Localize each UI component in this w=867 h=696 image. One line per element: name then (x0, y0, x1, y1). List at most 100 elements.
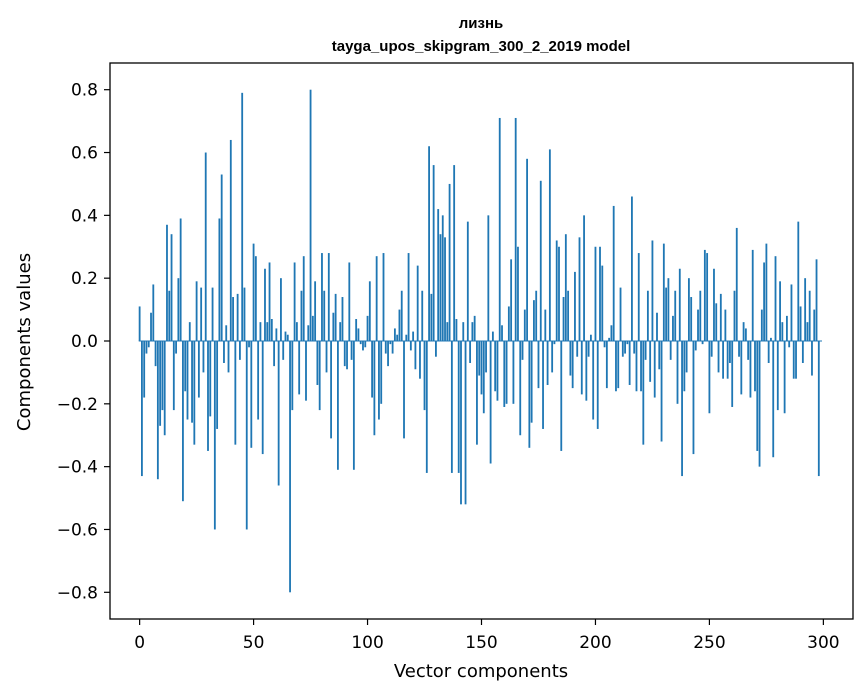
bar-268 (749, 341, 752, 398)
bar-271 (756, 341, 759, 451)
bar-12 (166, 224, 168, 341)
bar-174 (535, 290, 538, 341)
bar-276 (767, 341, 770, 363)
bar-18 (179, 218, 182, 341)
bar-242 (690, 297, 693, 341)
bar-281 (779, 281, 781, 341)
bar-125 (423, 341, 426, 411)
bar-109 (387, 341, 389, 367)
bar-45 (241, 92, 244, 341)
bar-157 (496, 341, 499, 401)
bar-223 (646, 290, 649, 341)
bar-7 (154, 341, 157, 367)
bar-171 (528, 341, 531, 448)
bar-270 (754, 341, 756, 392)
y-tick-label: 0.4 (71, 206, 98, 226)
bar-212 (621, 341, 624, 357)
x-tick-label: 50 (243, 633, 265, 653)
bar-150 (480, 341, 483, 395)
bar-124 (421, 290, 424, 341)
bar-201 (596, 341, 599, 429)
bar-217 (633, 341, 636, 354)
bar-13 (168, 290, 171, 341)
bar-180 (548, 149, 551, 341)
bar-224 (649, 341, 652, 382)
bar-123 (419, 341, 421, 379)
bar-43 (236, 293, 239, 341)
bar-235 (674, 290, 677, 341)
bar-98 (362, 341, 364, 351)
bar-144 (466, 221, 469, 341)
bar-260 (731, 341, 734, 407)
bar-61 (277, 341, 280, 486)
bar-169 (523, 309, 526, 341)
bar-46 (243, 287, 246, 341)
bar-227 (656, 312, 658, 341)
bar-20 (184, 341, 187, 392)
bar-59 (273, 341, 276, 367)
bar-70 (298, 341, 301, 395)
x-axis-ticks: 0 50 100 150 200 250 300 (134, 619, 840, 653)
y-tick-label: 0.0 (71, 332, 98, 352)
chart-title-block: лизнь tayga_upos_skipgram_300_2_2019 mod… (332, 15, 631, 55)
bar-298 (817, 341, 820, 477)
bar-232 (667, 278, 670, 341)
bar-244 (694, 341, 697, 351)
bar-277 (770, 337, 772, 341)
bar-182 (553, 341, 556, 345)
bar-188 (567, 290, 570, 341)
bar-191 (574, 271, 576, 341)
bar-132 (439, 234, 442, 341)
bar-137 (450, 341, 453, 473)
bar-240 (685, 341, 688, 373)
bar-25 (195, 281, 198, 341)
bar-119 (409, 341, 412, 351)
bar-99 (364, 341, 367, 348)
bar-39 (227, 341, 230, 373)
bar-2 (143, 341, 146, 398)
bar-62 (280, 278, 282, 341)
bar-231 (665, 287, 668, 341)
bar-196 (585, 341, 588, 401)
bar-253 (715, 303, 718, 341)
bar-22 (188, 322, 191, 341)
bar-246 (699, 290, 702, 341)
bar-97 (359, 341, 362, 345)
bar-52 (257, 341, 260, 420)
bar-198 (589, 334, 592, 341)
bar-32 (211, 287, 214, 341)
bar-135 (446, 322, 449, 341)
bar-243 (692, 341, 695, 455)
bar-134 (444, 237, 446, 341)
bar-274 (763, 262, 766, 341)
bar-282 (781, 322, 784, 341)
bar-269 (751, 249, 754, 341)
bar-101 (368, 281, 371, 341)
bar-148 (476, 341, 478, 445)
bar-37 (223, 341, 225, 363)
bar-292 (804, 278, 807, 341)
bar-143 (464, 341, 467, 505)
bar-162 (507, 306, 510, 341)
bars-group (138, 89, 820, 593)
bar-149 (478, 341, 481, 376)
bar-78 (316, 341, 319, 385)
bar-131 (437, 209, 440, 341)
bar-290 (799, 306, 802, 341)
bar-24 (193, 341, 196, 445)
bar-0 (138, 306, 141, 341)
bar-254 (717, 341, 720, 373)
bar-215 (628, 341, 631, 385)
bar-113 (396, 334, 399, 341)
bar-122 (416, 265, 419, 341)
bar-55 (264, 268, 266, 341)
bar-14 (170, 234, 173, 341)
bar-130 (435, 341, 437, 357)
bar-218 (635, 341, 638, 392)
bar-203 (601, 265, 604, 341)
bar-173 (533, 300, 535, 341)
bar-80 (321, 253, 323, 341)
bar-84 (330, 341, 332, 439)
bar-238 (681, 341, 683, 477)
bar-257 (724, 309, 727, 341)
